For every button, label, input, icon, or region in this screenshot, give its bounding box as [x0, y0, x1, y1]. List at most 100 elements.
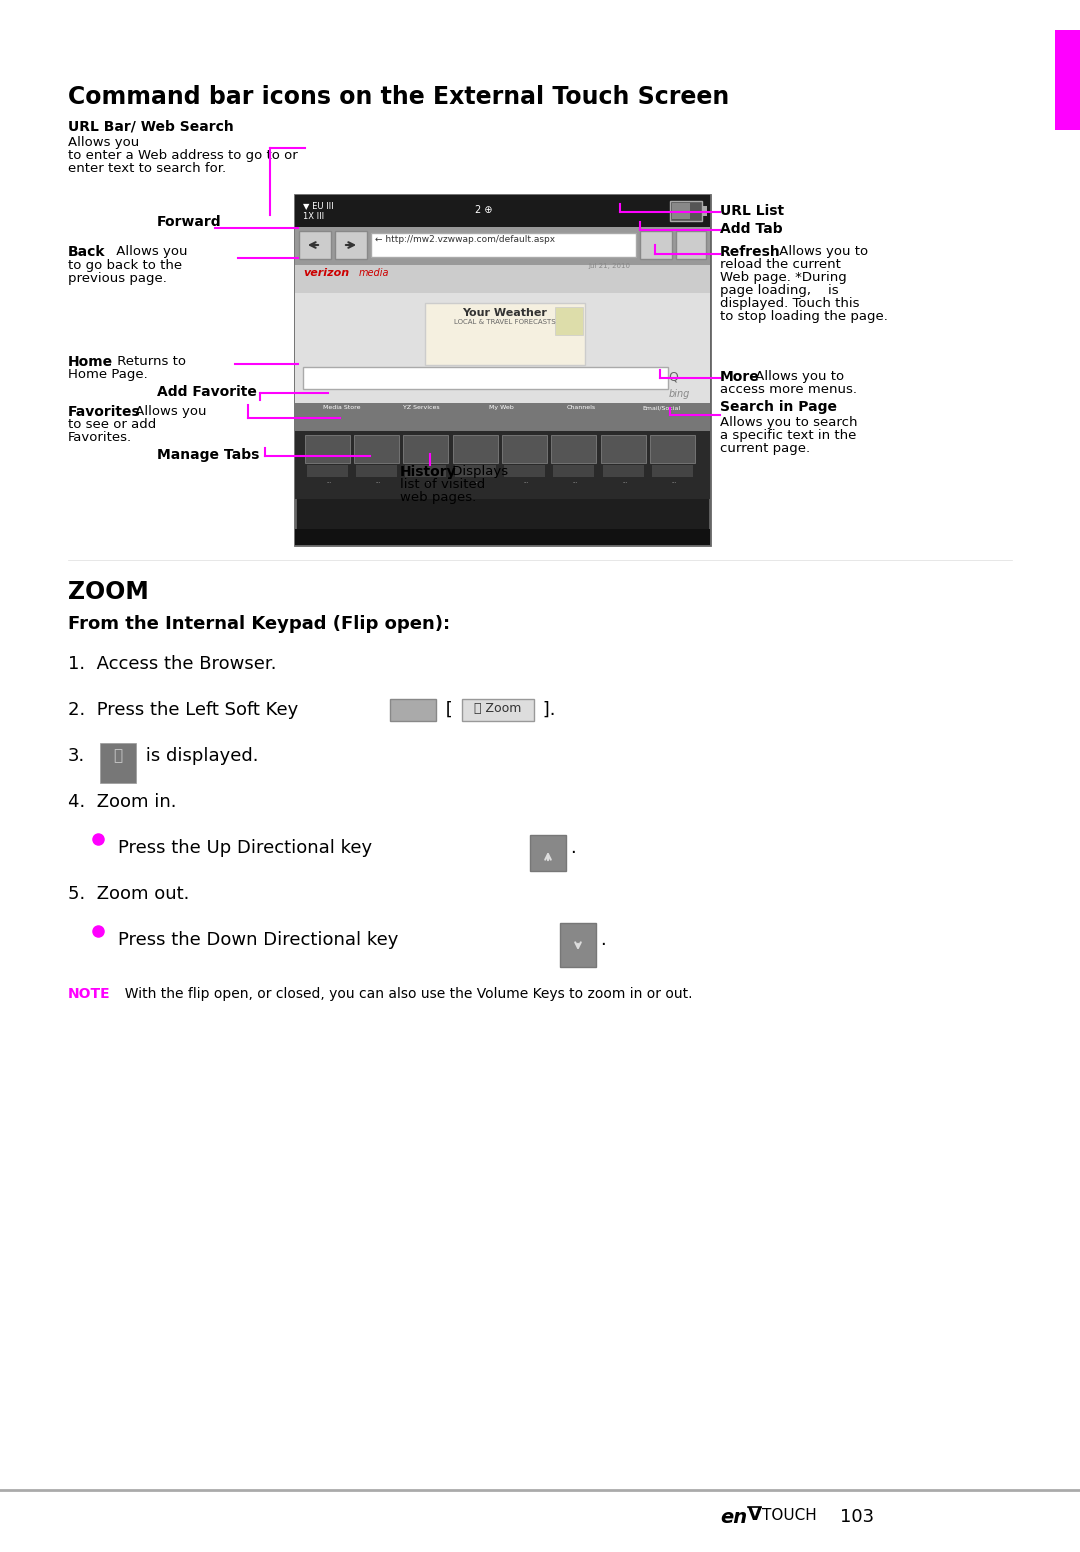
Text: ---: --- — [474, 480, 480, 484]
Text: Favorites: Favorites — [68, 405, 140, 419]
Text: Refresh: Refresh — [720, 245, 781, 259]
Bar — [455, 466, 496, 476]
Bar — [390, 698, 436, 722]
Text: Add Favorite: Add Favorite — [157, 385, 257, 399]
Bar — [676, 231, 706, 259]
Text: ---: --- — [326, 480, 332, 484]
Text: 🔍 Zoom: 🔍 Zoom — [474, 702, 522, 715]
Bar — [295, 529, 710, 545]
Text: Favorites.: Favorites. — [68, 431, 132, 444]
Text: Channels: Channels — [566, 405, 595, 410]
Text: displayed. Touch this: displayed. Touch this — [720, 296, 860, 310]
Text: My Web: My Web — [488, 405, 513, 410]
Text: ].: ]. — [537, 702, 555, 719]
Text: ← http://mw2.vzwwap.com/default.aspx: ← http://mw2.vzwwap.com/default.aspx — [375, 234, 555, 244]
Bar — [295, 196, 710, 545]
Bar — [702, 206, 707, 216]
Text: ---: --- — [424, 480, 430, 484]
Text: Allows you to: Allows you to — [775, 245, 868, 258]
Text: 2 ⊕: 2 ⊕ — [475, 205, 492, 216]
Bar — [551, 435, 596, 462]
Text: 4.  Zoom in.: 4. Zoom in. — [68, 793, 176, 812]
Bar — [426, 303, 585, 365]
Bar — [603, 466, 644, 476]
Bar — [600, 435, 646, 462]
Text: Press the Up Directional key: Press the Up Directional key — [118, 840, 373, 857]
Bar — [403, 435, 448, 462]
Text: ▼ EU III: ▼ EU III — [303, 202, 334, 210]
Text: History: History — [400, 466, 457, 480]
Text: ---: --- — [524, 480, 528, 484]
Text: Forward: Forward — [157, 216, 221, 230]
Bar — [295, 196, 710, 227]
Bar — [652, 466, 693, 476]
Text: Q: Q — [669, 369, 678, 383]
Text: [: [ — [440, 702, 453, 719]
Bar — [295, 404, 710, 431]
Text: V: V — [748, 1505, 761, 1524]
Text: Jul 21, 2010: Jul 21, 2010 — [588, 262, 630, 268]
Text: Allows you to: Allows you to — [751, 369, 845, 383]
Text: Returns to: Returns to — [113, 355, 186, 368]
Text: YZ Services: YZ Services — [403, 405, 440, 410]
Text: verizon: verizon — [303, 268, 349, 278]
Text: Your Weather: Your Weather — [462, 307, 548, 318]
Text: From the Internal Keypad (Flip open):: From the Internal Keypad (Flip open): — [68, 615, 450, 633]
Bar — [295, 431, 710, 500]
Bar — [295, 293, 710, 404]
Bar — [453, 435, 498, 462]
Bar — [100, 743, 136, 784]
Text: LOCAL & TRAVEL FORECASTS: LOCAL & TRAVEL FORECASTS — [455, 320, 556, 324]
Bar — [555, 307, 583, 335]
Bar — [530, 835, 566, 871]
Bar — [295, 265, 710, 293]
Bar — [1055, 29, 1080, 130]
Text: 1X III: 1X III — [303, 213, 324, 220]
Text: to go back to the: to go back to the — [68, 259, 183, 272]
Text: Media Store: Media Store — [323, 405, 361, 410]
Bar — [504, 466, 545, 476]
Text: current page.: current page. — [720, 442, 810, 455]
Text: More: More — [720, 369, 759, 383]
Text: 1.  Access the Browser.: 1. Access the Browser. — [68, 655, 276, 674]
Text: to enter a Web address to go to or: to enter a Web address to go to or — [68, 149, 298, 161]
Bar — [462, 698, 534, 722]
Bar — [335, 231, 367, 259]
Text: URL Bar/ Web Search: URL Bar/ Web Search — [68, 120, 233, 133]
Bar — [553, 466, 594, 476]
Text: Command bar icons on the External Touch Screen: Command bar icons on the External Touch … — [68, 85, 729, 109]
Text: ---: --- — [572, 480, 578, 484]
Bar — [672, 203, 690, 219]
Bar — [307, 466, 348, 476]
Text: Search in Page: Search in Page — [720, 400, 837, 414]
Text: ---: --- — [622, 480, 627, 484]
Text: Manage Tabs: Manage Tabs — [157, 449, 259, 462]
Text: Press the Down Directional key: Press the Down Directional key — [118, 931, 399, 948]
Text: ---: --- — [376, 480, 380, 484]
Text: Allows you: Allows you — [112, 245, 188, 258]
Text: reload the current: reload the current — [720, 258, 841, 272]
Text: 3.: 3. — [68, 747, 85, 765]
Text: With the flip open, or closed, you can also use the Volume Keys to zoom in or ou: With the flip open, or closed, you can a… — [116, 987, 692, 1001]
Text: media: media — [359, 268, 390, 278]
Bar — [502, 435, 546, 462]
Text: 103: 103 — [840, 1509, 874, 1526]
Text: enter text to search for.: enter text to search for. — [68, 161, 226, 175]
Text: Displays: Displays — [448, 466, 508, 478]
Text: .: . — [570, 840, 576, 857]
Text: previous page.: previous page. — [68, 272, 167, 286]
Bar — [295, 227, 710, 265]
Text: Add Tab: Add Tab — [720, 222, 783, 236]
Bar — [303, 366, 669, 390]
Bar — [299, 231, 330, 259]
Bar — [372, 233, 636, 258]
Text: to stop loading the page.: to stop loading the page. — [720, 310, 888, 323]
Text: Email/Social: Email/Social — [642, 405, 680, 410]
Text: a specific text in the: a specific text in the — [720, 428, 856, 442]
Text: 5.  Zoom out.: 5. Zoom out. — [68, 885, 189, 903]
Text: is displayed.: is displayed. — [140, 747, 258, 765]
Text: ZOOM: ZOOM — [68, 580, 149, 604]
Text: TOUCH: TOUCH — [762, 1509, 816, 1523]
Text: Home Page.: Home Page. — [68, 368, 148, 380]
Bar — [354, 435, 399, 462]
